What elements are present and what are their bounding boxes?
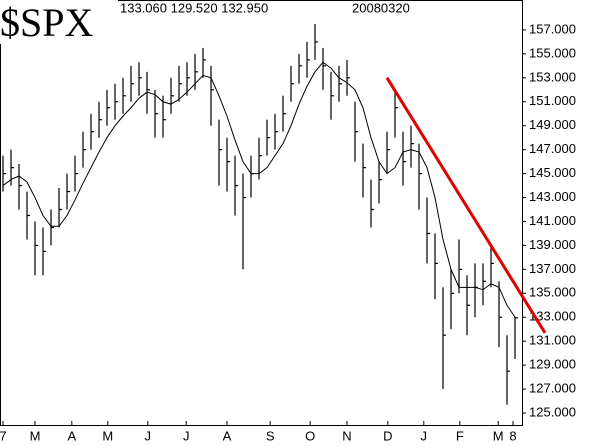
title-backdrop bbox=[0, 0, 118, 44]
x-tick-label: J bbox=[145, 428, 152, 443]
x-tick-label: 8 bbox=[509, 428, 516, 443]
y-tick-label: 129.000 bbox=[529, 357, 576, 372]
x-tick-label: S bbox=[266, 428, 275, 443]
x-tick-label: M bbox=[493, 428, 504, 443]
y-tick-label: 147.000 bbox=[529, 141, 576, 156]
quote-date: 20080320 bbox=[352, 0, 410, 15]
y-tick-label: 143.000 bbox=[529, 189, 576, 204]
chart-title: $SPX bbox=[0, 0, 93, 45]
x-tick-label: J bbox=[183, 428, 190, 443]
y-tick-label: 141.000 bbox=[529, 213, 576, 228]
y-tick-label: 145.000 bbox=[529, 165, 576, 180]
trendline bbox=[385, 77, 547, 334]
x-tick-label: M bbox=[30, 428, 41, 443]
x-tick-label: 7 bbox=[0, 428, 7, 443]
y-tick-label: 157.000 bbox=[529, 21, 576, 36]
moving-average bbox=[2, 61, 516, 318]
plot-frame bbox=[0, 0, 523, 426]
x-tick-label: A bbox=[67, 428, 76, 443]
y-tick-label: 149.000 bbox=[529, 117, 576, 132]
x-tick-label: M bbox=[102, 428, 113, 443]
y-tick-label: 151.000 bbox=[529, 93, 576, 108]
y-tick-label: 127.000 bbox=[529, 381, 576, 396]
x-tick-label: A bbox=[223, 428, 232, 443]
y-tick-label: 135.000 bbox=[529, 285, 576, 300]
y-tick-label: 153.000 bbox=[529, 69, 576, 84]
x-tick-label: O bbox=[305, 428, 315, 443]
x-tick-label: J bbox=[421, 428, 428, 443]
x-tick-label: D bbox=[383, 428, 392, 443]
y-tick-label: 125.000 bbox=[529, 404, 576, 419]
last-quote: 133.060 129.520 132.950 bbox=[120, 0, 268, 15]
y-tick-label: 131.000 bbox=[529, 333, 576, 348]
y-tick-label: 137.000 bbox=[529, 261, 576, 276]
x-tick-label: N bbox=[342, 428, 351, 443]
y-tick-label: 133.000 bbox=[529, 309, 576, 324]
y-tick-label: 139.000 bbox=[529, 237, 576, 252]
y-tick-label: 155.000 bbox=[529, 45, 576, 60]
x-tick-label: F bbox=[456, 428, 464, 443]
